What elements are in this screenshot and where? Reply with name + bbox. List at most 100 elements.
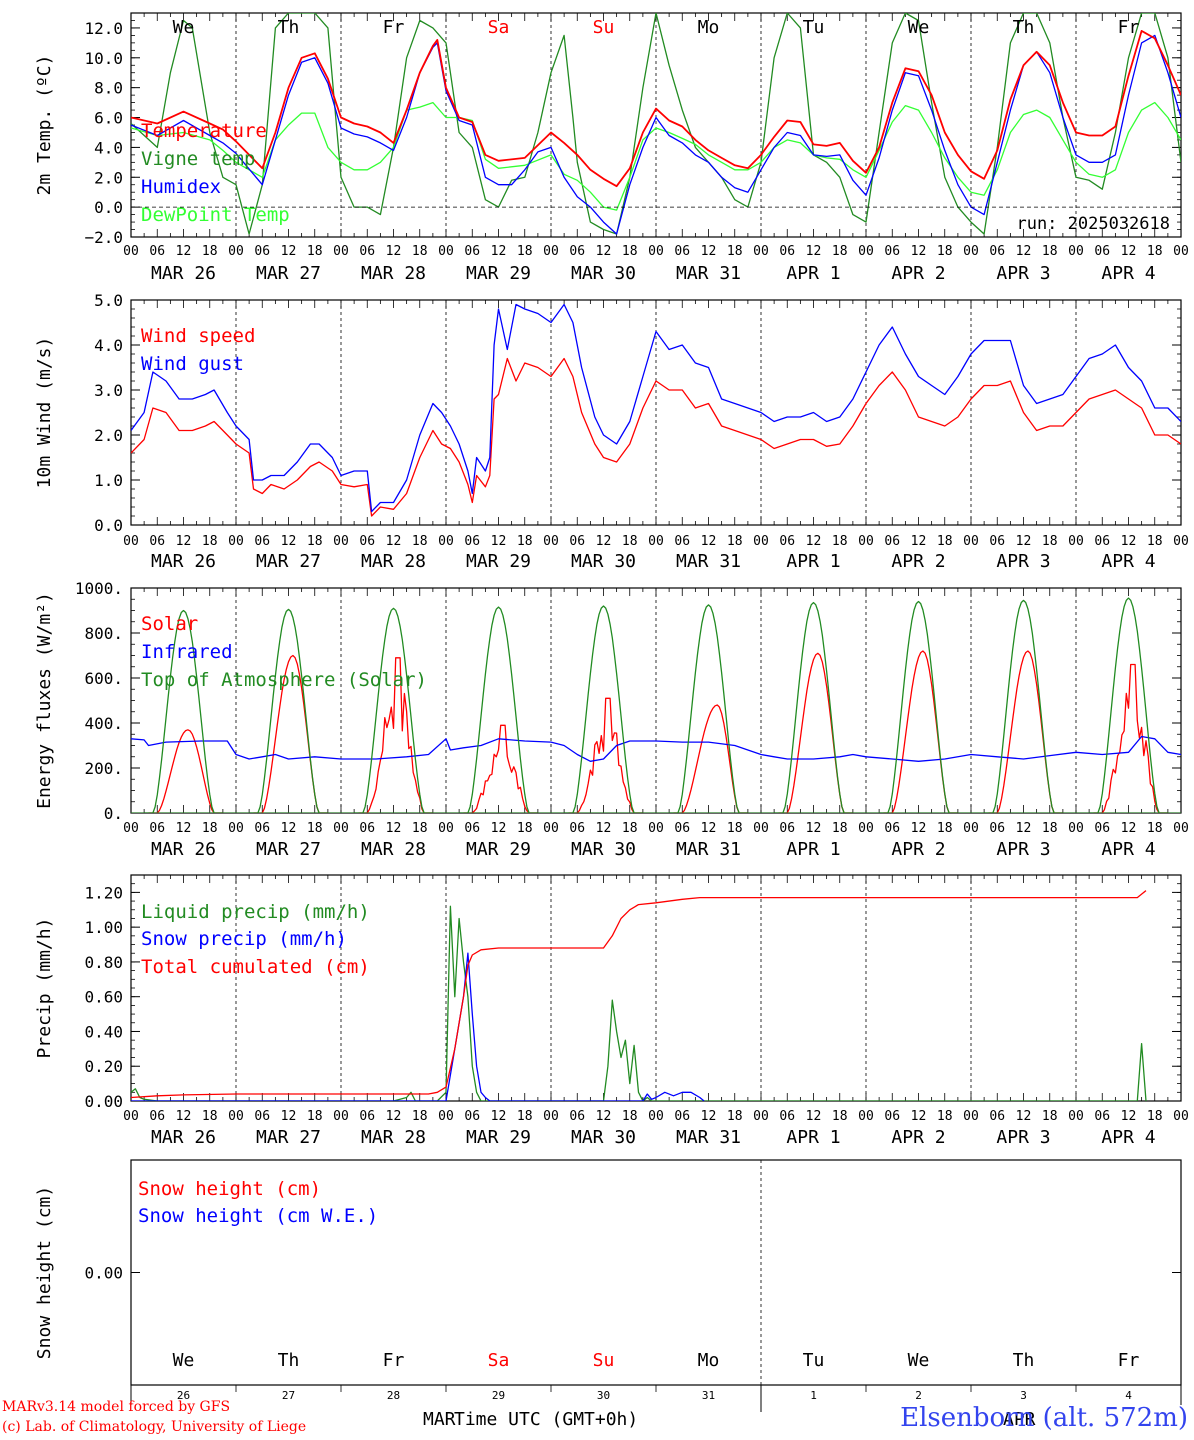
y-tick-label: 0.00 bbox=[84, 1264, 123, 1283]
x-date-label: MAR 28 bbox=[361, 839, 426, 860]
x-hour-label: 00 bbox=[963, 534, 979, 549]
x-hour-label: 18 bbox=[1042, 244, 1058, 259]
y-tick-label: 4.0 bbox=[94, 336, 123, 355]
legend-item: Snow precip (mm/h) bbox=[141, 928, 347, 950]
x-hour-label: 06 bbox=[254, 821, 270, 836]
x-hour-label: 00 bbox=[1068, 244, 1084, 259]
x-hour-label: 12 bbox=[1016, 821, 1032, 836]
x-hour-label: 00 bbox=[858, 1109, 874, 1124]
x-hour-label: 06 bbox=[149, 1109, 165, 1124]
credit-line-1: MARv3.14 model forced by GFS bbox=[2, 1399, 231, 1415]
x-date-label: MAR 26 bbox=[151, 263, 216, 284]
x-hour-label: 12 bbox=[491, 1109, 507, 1124]
x-hour-label: 12 bbox=[701, 244, 717, 259]
x-hour-label: 06 bbox=[254, 1109, 270, 1124]
x-hour-label: 00 bbox=[438, 821, 454, 836]
x-hour-label: 00 bbox=[228, 821, 244, 836]
x-hour-label: 06 bbox=[674, 821, 690, 836]
month-label-right: APR bbox=[1003, 1409, 1036, 1430]
x-hour-label: 18 bbox=[622, 534, 638, 549]
series-group bbox=[131, 597, 1181, 813]
x-hour-label: 06 bbox=[989, 1109, 1005, 1124]
legend-item: Liquid precip (mm/h) bbox=[141, 901, 370, 923]
y-tick-label: 0. bbox=[104, 804, 123, 823]
x-hour-label: 18 bbox=[622, 821, 638, 836]
x-hour-label: 00 bbox=[543, 534, 559, 549]
panel-3: 0. 200. 400. 600. 800. 1000. 00 06 12 18 00 06 12 18 0… bbox=[34, 579, 1189, 860]
x-hour-label: 00 bbox=[1173, 1109, 1189, 1124]
weekday-label-top: Tu bbox=[803, 17, 825, 38]
x-date-label: APR 4 bbox=[1101, 551, 1155, 572]
y-tick-label: 400. bbox=[84, 714, 123, 733]
x-hour-label: 12 bbox=[176, 1109, 192, 1124]
x-hour-label: 18 bbox=[727, 244, 743, 259]
x-date-label: MAR 26 bbox=[151, 839, 216, 860]
x-hour-label: 06 bbox=[464, 821, 480, 836]
weekday-label-bottom: We bbox=[173, 1350, 195, 1371]
x-date-label: APR 2 bbox=[891, 1127, 945, 1148]
x-hour-label: 00 bbox=[1068, 1109, 1084, 1124]
x-hour-label: 06 bbox=[149, 821, 165, 836]
y-tick-label: 0.20 bbox=[84, 1057, 123, 1076]
panel-frame bbox=[130, 587, 1182, 814]
x-date-label: APR 3 bbox=[996, 263, 1050, 284]
series-solar-day-1 bbox=[148, 729, 223, 813]
x-hour-label: 00 bbox=[228, 244, 244, 259]
y-tick-label: 2.0 bbox=[94, 426, 123, 445]
legend-item: Temperature bbox=[141, 120, 267, 142]
weekday-label-bottom: Th bbox=[1013, 1350, 1035, 1371]
series-dewpoint-temp-line bbox=[131, 101, 1181, 211]
legend-item: Humidex bbox=[141, 176, 221, 198]
panel-1: −2.0 0.0 2.0 4.0 6.0 8.0 10.0 12.0 00 06 12 18 00 06 1… bbox=[34, 12, 1189, 284]
x-hour-label: 18 bbox=[517, 534, 533, 549]
x-hour-label: 12 bbox=[176, 534, 192, 549]
x-hour-label: 06 bbox=[569, 1109, 585, 1124]
x-hour-label: 12 bbox=[386, 244, 402, 259]
x-hour-label: 12 bbox=[596, 821, 612, 836]
x-hour-label: 06 bbox=[149, 244, 165, 259]
y-tick-label: 10.0 bbox=[84, 49, 123, 68]
x-hour-label: 12 bbox=[1121, 1109, 1137, 1124]
x-hour-label: 00 bbox=[123, 1109, 139, 1124]
y-axis-title: Energy fluxes (W/m²) bbox=[34, 592, 55, 809]
day-number-label: 29 bbox=[492, 1389, 505, 1402]
x-hour-label: 06 bbox=[1094, 1109, 1110, 1124]
y-tick-label: 800. bbox=[84, 624, 123, 643]
x-hour-label: 06 bbox=[674, 534, 690, 549]
x-hour-label: 06 bbox=[464, 534, 480, 549]
x-hour-label: 00 bbox=[963, 1109, 979, 1124]
x-hour-label: 12 bbox=[386, 1109, 402, 1124]
x-date-label: MAR 31 bbox=[676, 263, 741, 284]
x-date-label: APR 3 bbox=[996, 1127, 1050, 1148]
series-solar-day-8 bbox=[883, 650, 958, 813]
x-hour-label: 12 bbox=[1016, 1109, 1032, 1124]
y-tick-label: 1.20 bbox=[84, 883, 123, 902]
x-hour-label: 12 bbox=[281, 534, 297, 549]
x-hour-label: 00 bbox=[963, 821, 979, 836]
x-date-label: APR 2 bbox=[891, 839, 945, 860]
weekday-label-top: Th bbox=[278, 17, 300, 38]
weekday-label-top: Mo bbox=[698, 17, 720, 38]
series-top-of-atmosphere-solar-day-7 bbox=[774, 601, 853, 813]
x-date-label: APR 1 bbox=[786, 263, 840, 284]
y-tick-label: 1.0 bbox=[94, 471, 123, 490]
x-hour-label: 00 bbox=[753, 821, 769, 836]
x-hour-label: 06 bbox=[1094, 534, 1110, 549]
y-tick-label: 4.0 bbox=[94, 138, 123, 157]
series-top-of-atmosphere-solar-day-6 bbox=[669, 604, 748, 813]
x-date-label: MAR 30 bbox=[571, 551, 636, 572]
x-hour-label: 18 bbox=[517, 821, 533, 836]
x-hour-label: 18 bbox=[517, 244, 533, 259]
x-hour-label: 00 bbox=[858, 534, 874, 549]
x-hour-label: 06 bbox=[1094, 821, 1110, 836]
x-hour-label: 00 bbox=[753, 534, 769, 549]
x-hour-label: 06 bbox=[884, 244, 900, 259]
day-number-label: 28 bbox=[387, 1389, 400, 1402]
legend-item: Wind speed bbox=[141, 325, 255, 347]
x-hour-label: 00 bbox=[858, 244, 874, 259]
x-hour-label: 18 bbox=[1042, 821, 1058, 836]
y-tick-label: 0.80 bbox=[84, 953, 123, 972]
legend-item: Solar bbox=[141, 613, 198, 635]
series-top-of-atmosphere-solar-day-10 bbox=[1089, 597, 1168, 813]
